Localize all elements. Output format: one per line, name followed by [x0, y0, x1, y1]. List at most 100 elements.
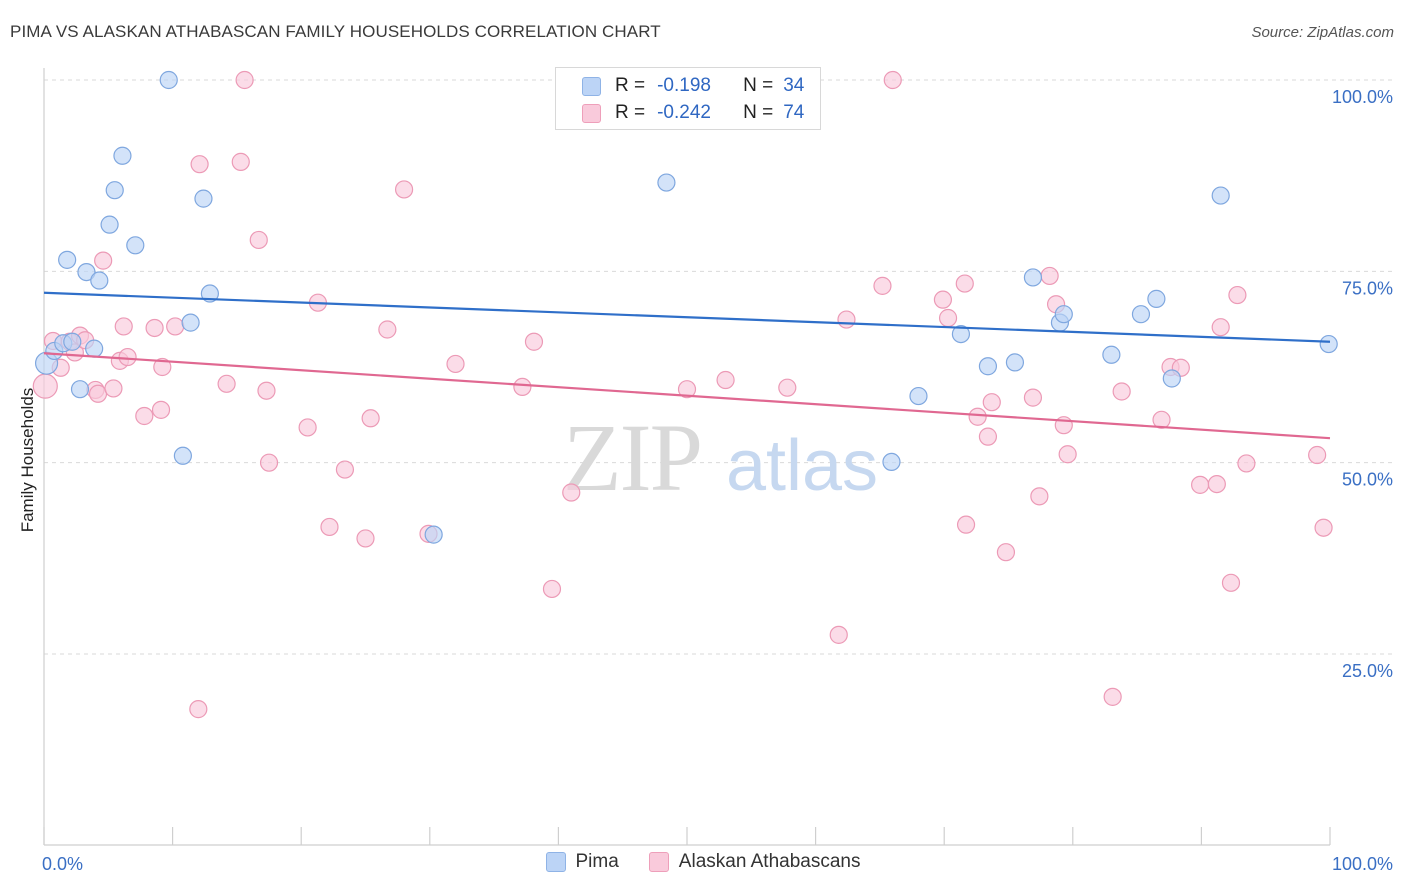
- point-athabascan-17: [153, 357, 172, 377]
- y-tick-label-100: 100.0%: [1332, 87, 1393, 107]
- point-pima-17: [200, 284, 219, 303]
- pima-r-label: R =: [615, 75, 646, 96]
- point-athabascan-32: [361, 409, 380, 428]
- point-athabascan-54: [982, 393, 1001, 412]
- point-pima-21: [909, 386, 928, 406]
- legend-item-pima: Pima: [545, 851, 619, 873]
- series-legend: Pima Alaskan Athabascans: [0, 851, 1406, 873]
- x-tick-label-0: 0.0%: [42, 854, 83, 874]
- point-athabascan-10: [104, 379, 123, 398]
- point-athabascan-21: [217, 374, 236, 393]
- point-athabascan-49: [938, 308, 958, 328]
- point-athabascan-50: [955, 274, 974, 293]
- point-athabascan-24: [249, 230, 268, 250]
- stats-row-athabascan: R = -0.242 N = 74: [582, 102, 804, 124]
- point-athabascan-45: [837, 310, 856, 329]
- point-pima-9: [100, 215, 119, 234]
- y-tick-label-25: 25.0%: [1342, 661, 1393, 681]
- point-athabascan-15: [145, 318, 164, 338]
- point-athabascan-42: [716, 370, 735, 390]
- legend-swatch-pima: [545, 852, 566, 872]
- point-athabascan-30: [335, 460, 355, 479]
- point-pima-15: [181, 313, 200, 332]
- x-tick-label-100: 100.0%: [1332, 854, 1393, 874]
- point-pima-5: [70, 380, 90, 399]
- point-athabascan-38: [524, 332, 544, 351]
- point-pima-24: [1005, 353, 1025, 372]
- point-athabascan-71: [1228, 285, 1247, 305]
- point-athabascan-61: [1058, 445, 1077, 464]
- point-pima-33: [1319, 334, 1338, 354]
- point-athabascan-52: [968, 407, 987, 426]
- point-pima-27: [1054, 305, 1073, 324]
- point-pima-22: [951, 324, 971, 344]
- trend-line-pima: [43, 291, 1331, 343]
- legend-label-pima: Pima: [575, 851, 619, 872]
- point-athabascan-63: [1112, 382, 1131, 401]
- point-athabascan-53: [978, 427, 998, 446]
- point-athabascan-48: [933, 290, 953, 309]
- point-athabascan-44: [829, 625, 848, 644]
- watermark-zip: ZIP: [563, 404, 701, 511]
- point-athabascan-29: [320, 517, 339, 537]
- point-pima-28: [1102, 345, 1121, 364]
- point-pima-16: [194, 189, 213, 208]
- point-athabascan-36: [446, 354, 465, 374]
- point-pima-14: [173, 446, 192, 465]
- watermark: ZIP atlas: [563, 404, 878, 511]
- point-athabascan-31: [356, 529, 375, 548]
- point-athabascan-9: [94, 251, 113, 270]
- point-athabascan-46: [873, 276, 892, 295]
- tick-labels: 25.0% 50.0% 75.0% 100.0% 0.0% 100.0%: [42, 87, 1393, 874]
- legend-item-athabascan: Alaskan Athabascans: [648, 851, 860, 873]
- y-axis-label: Family Households: [18, 387, 37, 533]
- point-pima-10: [105, 181, 124, 200]
- athabascan-n-label: N =: [743, 102, 774, 123]
- point-pima-4: [63, 332, 82, 351]
- point-athabascan-19: [189, 700, 208, 719]
- axes: [43, 68, 1331, 846]
- point-athabascan-57: [1030, 487, 1049, 506]
- point-athabascan-41: [677, 380, 697, 399]
- trend-line-athabascan: [43, 352, 1331, 440]
- trend-lines: [43, 291, 1331, 440]
- point-athabascan-68: [1207, 474, 1226, 494]
- point-pima-20: [882, 452, 901, 472]
- point-athabascan-16: [151, 400, 171, 419]
- point-athabascan-23: [235, 70, 254, 90]
- point-pima-18: [424, 525, 443, 544]
- point-athabascan-47: [883, 70, 902, 90]
- point-athabascan-58: [1040, 266, 1059, 286]
- stats-legend: R = -0.198 N = 34 R = -0.242 N = 74: [555, 67, 821, 130]
- point-athabascan-37: [513, 377, 532, 396]
- point-athabascan-64: [1152, 410, 1171, 429]
- pima-swatch: [582, 76, 601, 96]
- point-athabascan-13: [118, 347, 137, 367]
- point-athabascan-72: [1237, 454, 1256, 473]
- point-athabascan-51: [956, 515, 976, 534]
- point-athabascan-33: [378, 320, 397, 339]
- point-athabascan-69: [1211, 318, 1230, 337]
- point-athabascan-34: [394, 180, 414, 199]
- pima-n-value: 34: [783, 75, 805, 96]
- athabascan-swatch: [582, 103, 601, 123]
- point-pima-25: [1023, 268, 1043, 287]
- point-athabascan-8: [88, 384, 108, 403]
- pima-n-label: N =: [743, 75, 774, 96]
- point-pima-32: [1211, 186, 1230, 205]
- point-athabascan-56: [1023, 388, 1043, 407]
- point-athabascan-74: [1314, 518, 1333, 537]
- athabascan-n-value: 74: [783, 102, 805, 123]
- point-athabascan-67: [1191, 475, 1210, 494]
- point-athabascan-62: [1103, 687, 1122, 706]
- point-pima-3: [58, 250, 77, 269]
- watermark-atlas: atlas: [726, 426, 878, 506]
- point-pima-31: [1162, 369, 1181, 388]
- point-pima-12: [126, 236, 145, 255]
- point-athabascan-70: [1221, 573, 1241, 592]
- point-athabascan-22: [231, 152, 250, 171]
- point-athabascan-39: [542, 579, 562, 599]
- chart-title: PIMA VS ALASKAN ATHABASCAN FAMILY HOUSEH…: [10, 22, 661, 41]
- point-athabascan-14: [135, 406, 154, 426]
